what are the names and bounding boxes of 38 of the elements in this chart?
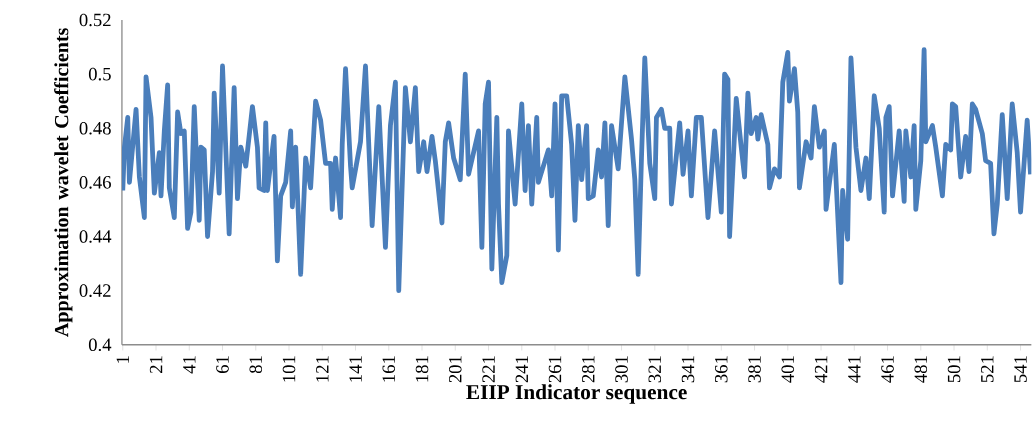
x-tick-label: 221 <box>482 356 495 383</box>
y-tick-label: 0.42 <box>79 284 111 298</box>
x-tick-label: 361 <box>715 356 728 383</box>
x-tick-label: 401 <box>781 356 795 383</box>
y-tick-label: 0.52 <box>79 13 111 27</box>
x-tick-label: 541 <box>1014 356 1027 383</box>
y-tick-label: 0.4 <box>88 338 112 352</box>
x-tick-label: 481 <box>914 356 928 383</box>
y-tick-label: 0.44 <box>79 230 112 243</box>
x-tick-label: 41 <box>183 356 196 374</box>
x-tick-label: 141 <box>349 356 362 382</box>
x-tick-label: 421 <box>814 356 828 383</box>
x-tick-label: 161 <box>382 356 396 382</box>
x-tick-label: 101 <box>282 356 296 382</box>
x-tick-label: 261 <box>548 356 562 383</box>
x-tick-label: 1 <box>116 356 129 364</box>
x-tick-label: 301 <box>615 356 628 383</box>
x-axis-title: EIIP Indicator sequence <box>466 384 687 404</box>
x-tick-label: 341 <box>681 356 695 383</box>
x-tick-label: 241 <box>515 356 528 383</box>
x-tick-label: 201 <box>448 356 462 383</box>
x-tick-label: 181 <box>415 356 429 382</box>
x-tick-label: 121 <box>316 356 329 382</box>
y-axis-title: Approximation wavelet Coefficients <box>54 28 73 338</box>
x-tick-label: 381 <box>748 356 761 383</box>
x-tick-label: 321 <box>648 356 662 383</box>
x-tick-label: 521 <box>981 356 994 383</box>
x-tick-label: 281 <box>581 356 595 383</box>
y-tick-label: 0.46 <box>79 176 111 189</box>
y-tick-label: 0.5 <box>88 67 111 81</box>
y-tick-label: 0.48 <box>79 122 111 135</box>
x-tick-label: 81 <box>249 356 263 374</box>
x-tick-label: 441 <box>848 356 861 383</box>
x-tick-label: 21 <box>149 356 163 374</box>
x-tick-label: 461 <box>881 356 894 383</box>
x-tick-label: 61 <box>216 356 229 374</box>
line-series <box>121 47 1032 294</box>
x-tick-label: 501 <box>947 356 961 383</box>
